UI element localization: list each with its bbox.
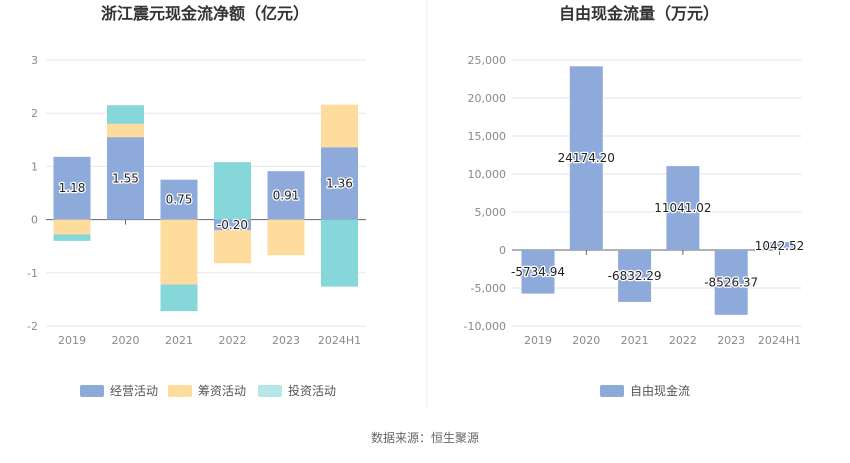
- chart2-x-tick-label: 2021: [621, 334, 649, 347]
- chart1-bar-1: [321, 147, 358, 220]
- chart1-y-tick-label: 0: [31, 214, 38, 227]
- chart1-bar-2: [267, 219, 305, 256]
- chart2-data-label: 24174.20: [558, 151, 615, 165]
- chart1-y-tick-label: -1: [27, 267, 38, 280]
- chart1-y-tick-label: 2: [31, 107, 38, 120]
- chart1-x-tick-label: 2024H1: [318, 334, 361, 347]
- chart2-y-tick-label: -10,000: [464, 320, 506, 333]
- chart2-x-tick-label: 2022: [669, 334, 697, 347]
- chart2-title: 自由现金流量（万元）: [559, 4, 719, 23]
- chart1-y-tick-label: 1: [31, 160, 38, 173]
- chart1-bar-1: [267, 171, 305, 220]
- chart1-bar-2: [214, 230, 251, 264]
- chart2-y-tick-label: 0: [499, 244, 506, 257]
- chart2-y-tick-label: 25,000: [468, 54, 507, 67]
- chart2-x-tick-label: 2020: [572, 334, 600, 347]
- chart1-data-label: 0.91: [273, 188, 300, 202]
- chart2-bar-1: [569, 66, 603, 250]
- chart2-x-tick-label: 2023: [717, 334, 745, 347]
- chart2-y-tick-label: 15,000: [468, 130, 507, 143]
- chart1-title: 浙江震元现金流净额（亿元）: [101, 4, 309, 23]
- chart1-legend-swatch[interactable]: [80, 385, 104, 397]
- chart1-x-tick-label: 2022: [219, 334, 247, 347]
- chart1-bar-3: [214, 162, 251, 220]
- chart2-bar-1: [618, 250, 652, 302]
- chart1-legend-label[interactable]: 经营活动: [110, 384, 158, 398]
- chart2-legend: 自由现金流: [600, 383, 690, 398]
- chart2-bar-1: [714, 250, 748, 315]
- chart1-legend-swatch[interactable]: [258, 385, 282, 397]
- chart2-bar-1: [666, 166, 700, 250]
- chart2-x-tick-label: 2019: [524, 334, 552, 347]
- chart2-y-tick-label: 10,000: [468, 168, 507, 181]
- chart1-bar-2: [160, 219, 198, 285]
- chart1-cashflow: 3 2 1 0 -1 -2 2019 2020 2021 2022 2023 2024H1 1.18 1.…: [27, 54, 366, 347]
- chart1-data-label: 0.75: [166, 193, 193, 207]
- chart1-data-label: 1.55: [112, 171, 139, 185]
- chart2-data-label: -5734.94: [511, 265, 565, 279]
- chart1-data-label: 1.18: [59, 181, 86, 195]
- data-source: 数据来源：恒生聚源: [371, 430, 479, 445]
- chart1-y-tick-label: -2: [27, 320, 38, 333]
- chart2-x-tick-label: 2024H1: [758, 334, 801, 347]
- chart1-x-tick-label: 2023: [272, 334, 300, 347]
- chart1-bar-3: [107, 105, 144, 124]
- chart1-x-tick-label: 2019: [58, 334, 86, 347]
- chart2-bar-1: [763, 242, 796, 250]
- chart2-data-label: -6832.29: [608, 269, 662, 283]
- chart1-legend-swatch[interactable]: [168, 385, 192, 397]
- chart1-legend-label[interactable]: 筹资活动: [198, 384, 246, 398]
- chart1-y-tick-label: 3: [31, 54, 38, 67]
- chart1-bar-3: [53, 234, 91, 241]
- chart2-y-tick-label: -5,000: [471, 282, 506, 295]
- chart1-legend-label[interactable]: 投资活动: [288, 383, 336, 398]
- chart1-x-tick-label: 2020: [112, 334, 140, 347]
- chart2-y-tick-label: 20,000: [468, 92, 507, 105]
- chart1-bar-1: [160, 179, 198, 220]
- chart2-legend-label[interactable]: 自由现金流: [630, 383, 690, 398]
- chart2-y-tick-label: 5,000: [475, 206, 507, 219]
- chart2-free-cashflow: 25,000 20,000 15,000 10,000 5,000 0 -5,000 -10,…: [464, 54, 806, 347]
- chart2-data-label: -8526.37: [704, 275, 758, 289]
- chart2-data-label: 11041.02: [654, 201, 711, 215]
- chart2-legend-swatch[interactable]: [600, 385, 624, 397]
- chart2-bar-1: [521, 250, 555, 294]
- chart1-x-tick-label: 2021: [165, 334, 193, 347]
- chart1-data-label: 1.36: [326, 176, 353, 190]
- chart1-bar-3: [321, 219, 358, 287]
- chart1-bar-3: [160, 284, 198, 312]
- chart1-bar-2: [321, 104, 358, 148]
- chart1-bar-1: [107, 137, 144, 220]
- chart1-legend: 经营活动 筹资活动 投资活动: [80, 383, 336, 398]
- chart1-bar-2: [107, 123, 144, 138]
- chart1-bar-1: [214, 219, 251, 231]
- chart1-bar-1: [53, 156, 91, 220]
- chart1-data-label: -0.20: [217, 218, 248, 232]
- chart2-data-label: 1042.52: [755, 239, 805, 253]
- chart1-bar-2: [53, 219, 91, 235]
